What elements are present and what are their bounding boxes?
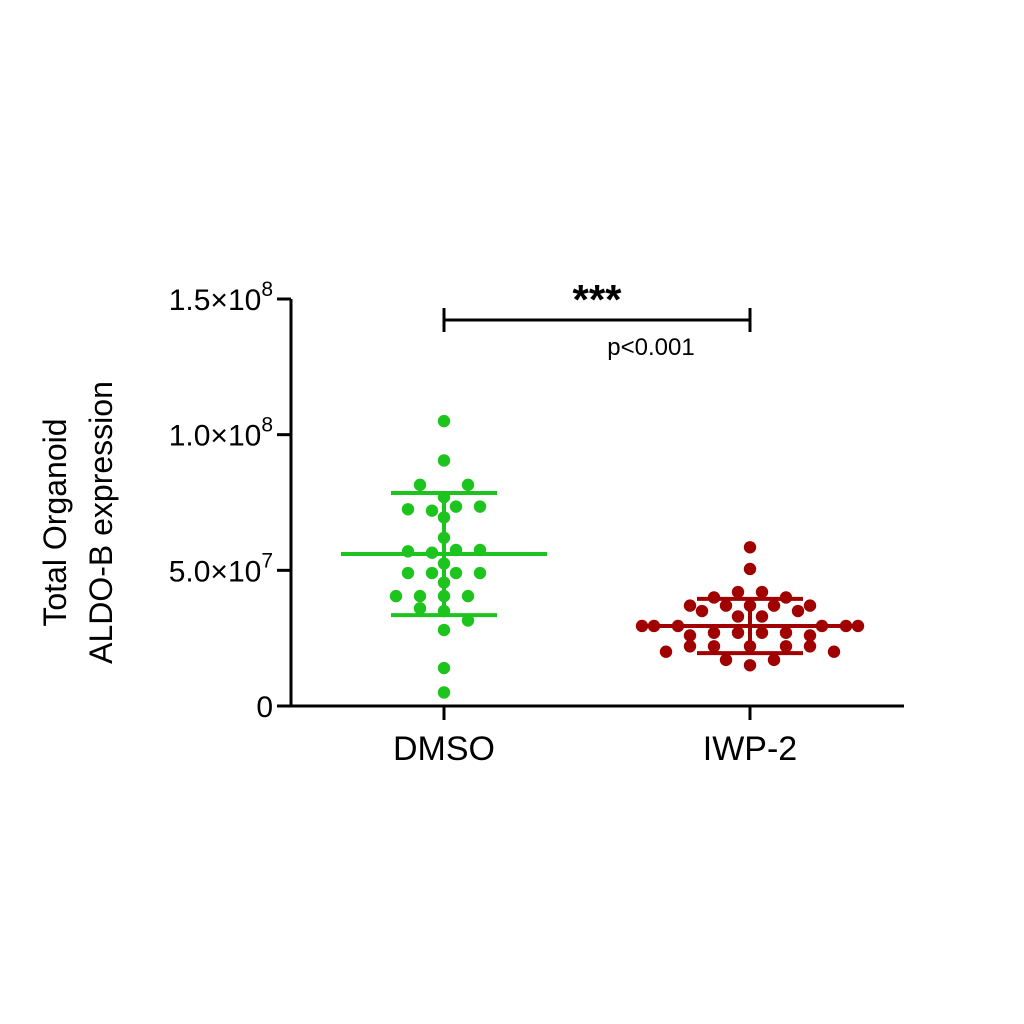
- data-point: [683, 640, 697, 653]
- data-point: [425, 504, 439, 517]
- data-point: [473, 566, 487, 580]
- y-axis-ticks: 0 5.0×107 1.0×108 1.5×108: [169, 278, 291, 724]
- data-point: [755, 610, 769, 623]
- data-point: [449, 566, 463, 580]
- y-tick-label: 1.0×108: [169, 414, 273, 453]
- y-tick-label: 1.5×108: [169, 278, 273, 317]
- data-point: [437, 686, 451, 699]
- y-axis-title: Total Organoid ALDO-B expression: [37, 381, 119, 664]
- data-point: [851, 619, 865, 633]
- data-point: [413, 478, 427, 492]
- data-point: [413, 602, 427, 615]
- x-axis-categories: DMSO IWP-2: [393, 706, 797, 768]
- data-point: [389, 589, 403, 603]
- data-point: [827, 645, 841, 658]
- data-point: [755, 585, 769, 599]
- y-tick-label: 0: [256, 691, 273, 724]
- data-point: [425, 566, 439, 580]
- axes: [289, 299, 904, 708]
- data-point: [803, 640, 817, 653]
- y-axis-title-line: ALDO-B expression: [83, 381, 119, 664]
- data-point: [719, 653, 733, 667]
- mean-sd-bars: [341, 491, 853, 656]
- data-point: [707, 640, 721, 653]
- data-point: [413, 589, 427, 603]
- data-point: [767, 599, 781, 612]
- p-value-label: p<0.001: [607, 334, 694, 361]
- data-point: [743, 659, 757, 672]
- y-axis-title-line: Total Organoid: [37, 418, 73, 626]
- data-point: [473, 500, 487, 513]
- data-point: [461, 589, 475, 603]
- data-point: [707, 626, 721, 639]
- data-point: [401, 566, 415, 580]
- data-point: [461, 614, 475, 627]
- data-point: [779, 626, 793, 639]
- data-point: [635, 619, 649, 633]
- data-point: [791, 604, 805, 618]
- significance-annotation: *** p<0.001: [442, 276, 752, 361]
- y-tick-label: 5.0×107: [169, 549, 273, 588]
- data-point: [731, 626, 745, 639]
- data-point: [401, 503, 415, 516]
- data-point: [659, 645, 673, 658]
- data-point: [683, 629, 697, 642]
- data-point: [731, 585, 745, 599]
- data-point: [755, 626, 769, 639]
- significance-stars: ***: [572, 276, 622, 323]
- data-point: [695, 604, 709, 618]
- data-point: [437, 414, 451, 428]
- data-point: [719, 599, 733, 612]
- data-point: [449, 500, 463, 513]
- data-point: [437, 454, 451, 467]
- data-point: [437, 623, 451, 637]
- data-point: [803, 599, 817, 612]
- x-tick-label: IWP-2: [703, 730, 797, 768]
- data-point: [767, 653, 781, 667]
- data-points: [389, 414, 865, 699]
- data-point: [743, 562, 757, 576]
- data-point: [743, 541, 757, 554]
- x-tick-label: DMSO: [393, 730, 495, 768]
- data-point: [803, 629, 817, 642]
- data-point: [683, 599, 697, 612]
- data-point: [437, 661, 451, 675]
- data-point: [779, 640, 793, 653]
- data-point: [461, 478, 475, 492]
- data-point: [731, 610, 745, 623]
